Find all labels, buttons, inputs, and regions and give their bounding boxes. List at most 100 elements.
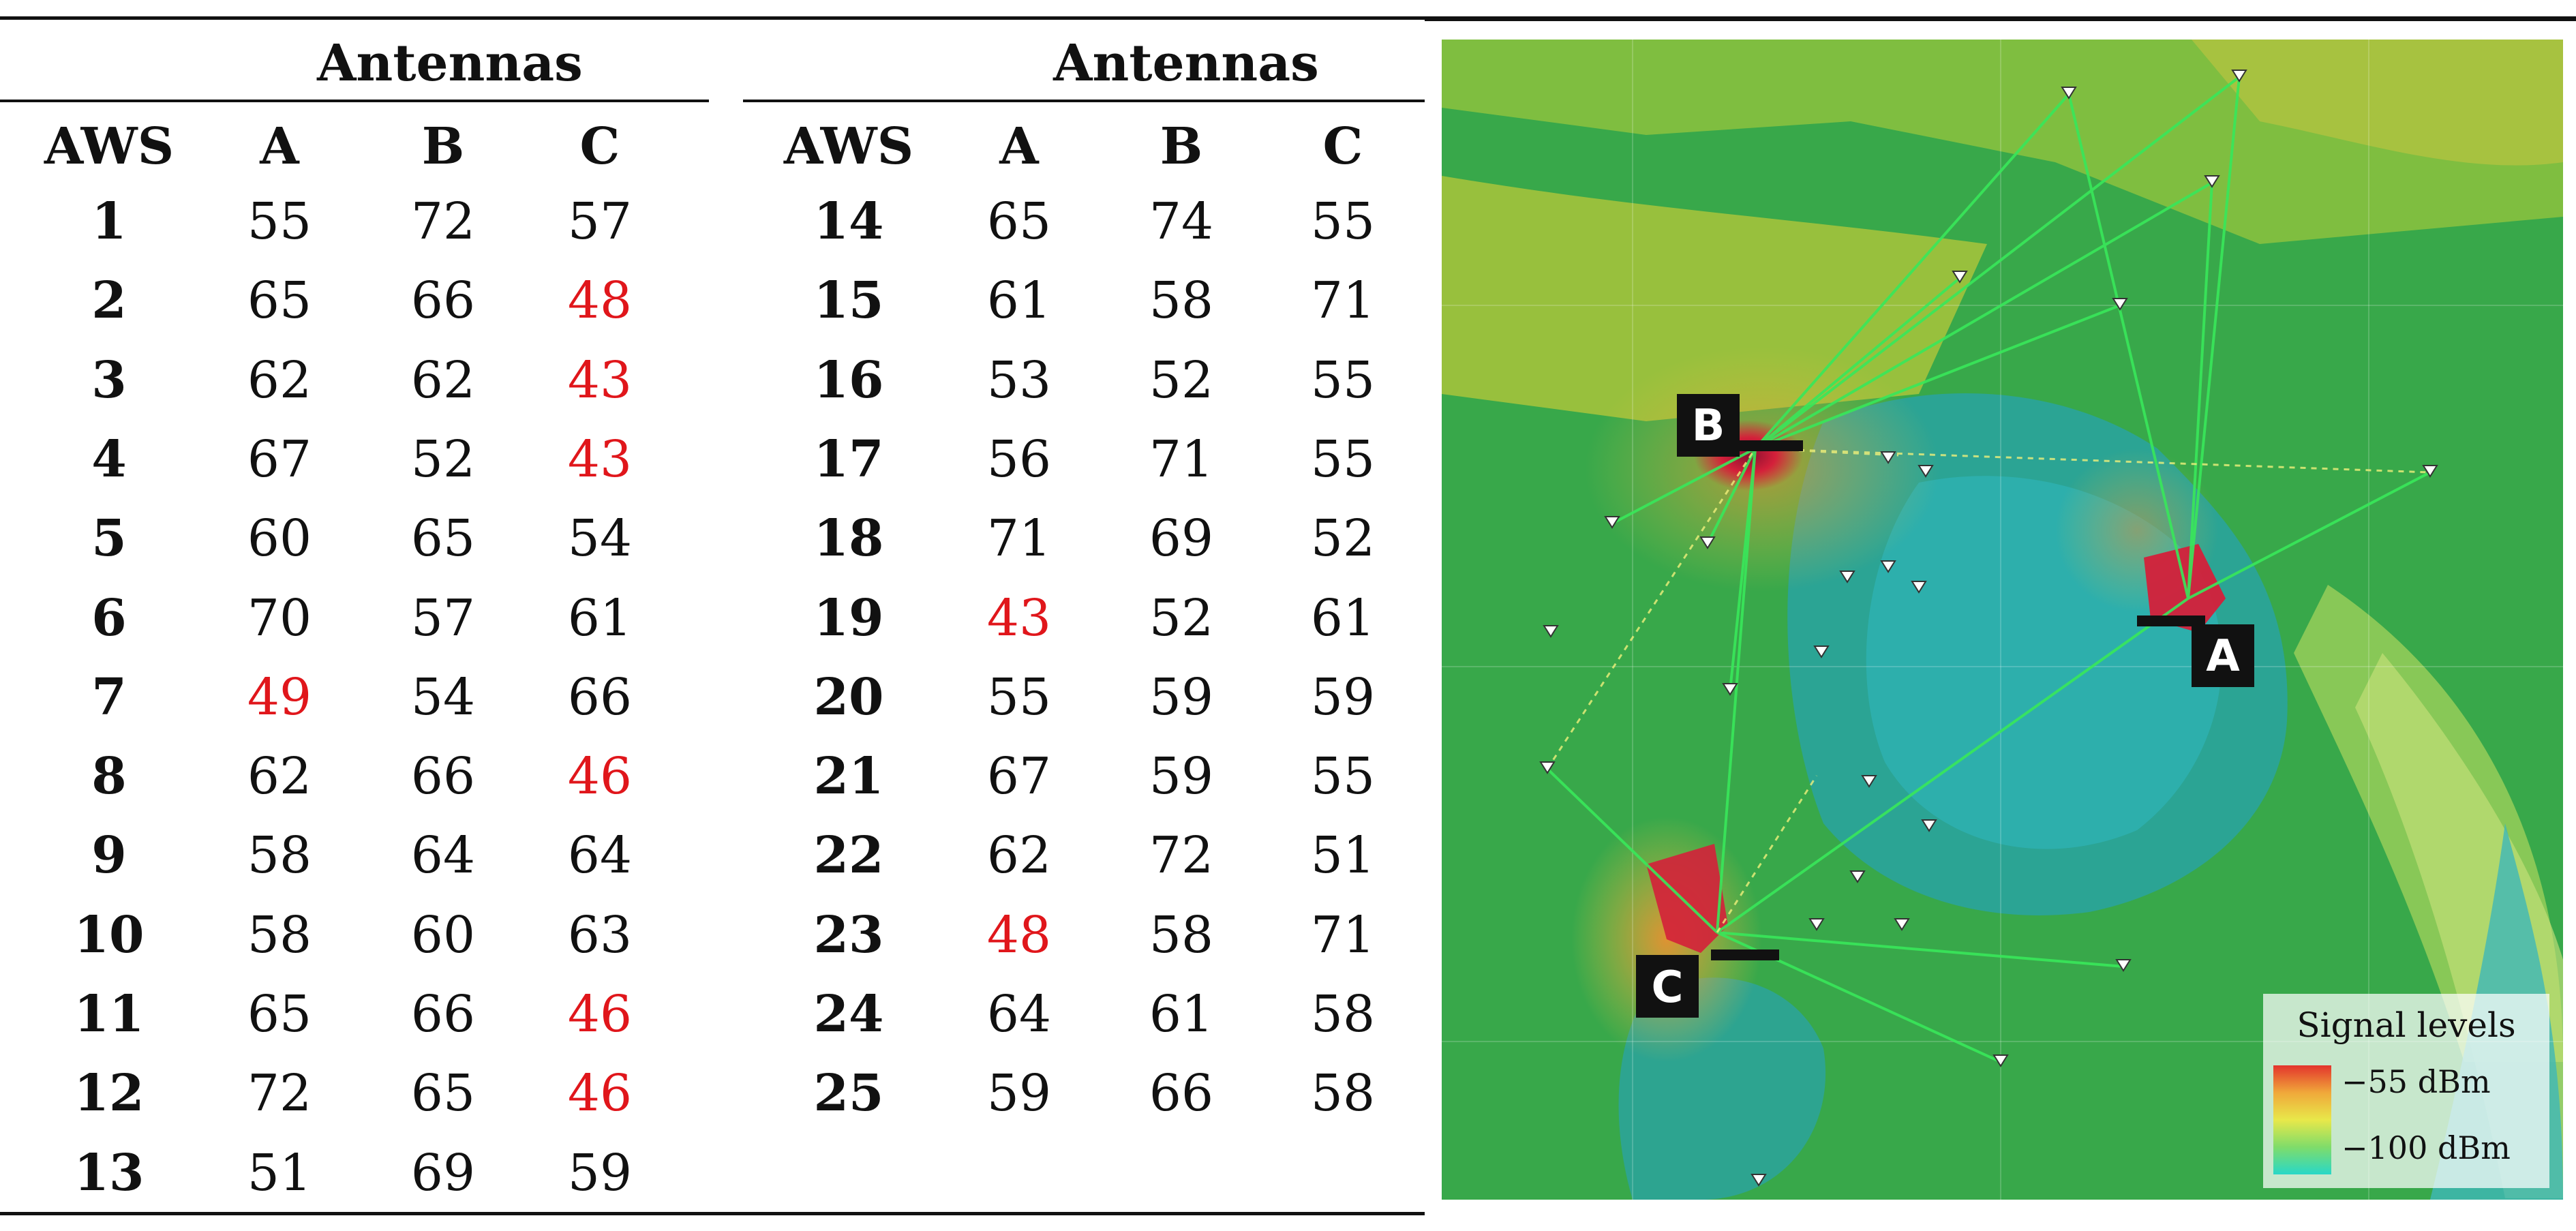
signal-cell-c: 66 [567, 667, 633, 727]
table-top-rule [0, 16, 1425, 20]
antenna-c-label: C [1652, 962, 1684, 1013]
map-top-rule [1425, 16, 2576, 21]
signal-cell-c: 59 [567, 1143, 633, 1202]
signal-cell-b: 71 [1149, 429, 1214, 489]
signal-cell-c: 52 [1310, 509, 1376, 568]
signal-cell-c: 71 [1310, 905, 1376, 964]
column-header-a-left: A [260, 117, 299, 176]
signal-legend: Signal levels −55 dBm −100 dBm [2263, 994, 2549, 1188]
antenna-b-marker: B [1677, 394, 1803, 457]
aws-id-cell: 17 [813, 429, 884, 489]
signal-cell-c: 46 [567, 747, 633, 806]
signal-cell-a: 58 [247, 826, 312, 885]
column-header-c-right: C [1322, 117, 1363, 176]
aws-id-cell: 15 [813, 271, 884, 331]
column-header-c-left: C [579, 117, 620, 176]
signal-cell-a: 61 [986, 271, 1052, 331]
signal-cell-c: 57 [567, 192, 633, 251]
aws-id-cell: 24 [813, 985, 884, 1044]
signal-cell-c: 43 [567, 429, 633, 489]
signal-cell-a: 62 [247, 350, 312, 410]
signal-cell-b: 61 [1149, 985, 1214, 1044]
signal-cell-c: 64 [567, 826, 633, 885]
signal-cell-a: 67 [986, 747, 1052, 806]
aws-station-markers [1539, 70, 2438, 1187]
signal-cell-b: 66 [410, 271, 476, 331]
signal-cell-a: 65 [247, 985, 312, 1044]
signal-cell-b: 52 [410, 429, 476, 489]
signal-cell-b: 65 [410, 509, 476, 568]
aws-id-cell: 14 [813, 192, 884, 251]
signal-cell-b: 59 [1149, 667, 1214, 727]
signal-cell-b: 62 [410, 350, 476, 410]
table-heading-rule-right [743, 100, 1425, 102]
antenna-a-label: A [2206, 631, 2240, 682]
hotspot-antenna-c [1646, 844, 1728, 953]
signal-cell-c: 43 [567, 350, 633, 410]
aws-id-cell: 8 [91, 747, 127, 806]
signal-cell-a: 59 [986, 1064, 1052, 1123]
signal-cell-a: 65 [986, 192, 1052, 251]
signal-cell-a: 55 [247, 192, 312, 251]
signal-cell-c: 51 [1310, 826, 1376, 885]
signal-cell-c: 63 [567, 905, 633, 964]
legend-gradient-bar [2273, 1065, 2331, 1174]
signal-cell-a: 53 [986, 350, 1052, 410]
signal-cell-a: 71 [986, 509, 1052, 568]
table-bottom-rule [0, 1212, 1425, 1215]
signal-cell-c: 58 [1310, 1064, 1376, 1123]
signal-cell-b: 57 [410, 588, 476, 648]
signal-cell-a: 72 [247, 1064, 312, 1123]
signal-cell-a: 62 [986, 826, 1052, 885]
aws-id-cell: 2 [91, 271, 127, 331]
aws-id-cell: 13 [74, 1143, 145, 1202]
aws-id-cell: 19 [813, 588, 884, 648]
signal-cell-a: 49 [247, 667, 312, 727]
signal-cell-c: 48 [567, 271, 633, 331]
signal-cell-c: 71 [1310, 271, 1376, 331]
signal-cell-b: 69 [410, 1143, 476, 1202]
aws-id-cell: 21 [813, 747, 884, 806]
signal-cell-b: 52 [1149, 350, 1214, 410]
signal-cell-b: 74 [1149, 192, 1214, 251]
signal-cell-a: 65 [247, 271, 312, 331]
signal-cell-b: 72 [1149, 826, 1214, 885]
legend-min-label: −100 dBm [2342, 1129, 2511, 1166]
antenna-c-marker: C [1636, 949, 1779, 1018]
antenna-b-label: B [1692, 401, 1725, 451]
signal-cell-c: 55 [1310, 747, 1376, 806]
antenna-a-marker: A [2137, 616, 2254, 687]
signal-cell-c: 55 [1310, 192, 1376, 251]
legend-title: Signal levels [2297, 1005, 2515, 1045]
table-heading-rule-left [0, 100, 709, 102]
signal-cell-a: 58 [247, 905, 312, 964]
group-heading-antennas-left: Antennas [317, 34, 583, 93]
signal-cell-c: 55 [1310, 429, 1376, 489]
aws-id-cell: 11 [74, 985, 145, 1044]
column-header-b-right: B [1160, 117, 1203, 176]
signal-cell-a: 70 [247, 588, 312, 648]
antenna-links [1546, 76, 2431, 1063]
signal-cell-c: 46 [567, 1064, 633, 1123]
signal-cell-c: 55 [1310, 350, 1376, 410]
signal-cell-c: 46 [567, 985, 633, 1044]
signal-cell-b: 69 [1149, 509, 1214, 568]
signal-cell-c: 61 [567, 588, 633, 648]
column-header-b-left: B [421, 117, 465, 176]
signal-cell-b: 66 [410, 747, 476, 806]
aws-id-cell: 1 [91, 192, 127, 251]
legend-max-label: −55 dBm [2342, 1063, 2491, 1100]
signal-cell-b: 58 [1149, 905, 1214, 964]
signal-cell-c: 58 [1310, 985, 1376, 1044]
signal-cell-b: 66 [410, 985, 476, 1044]
signal-cell-b: 58 [1149, 271, 1214, 331]
aws-id-cell: 4 [91, 429, 127, 489]
signal-cell-b: 64 [410, 826, 476, 885]
signal-cell-b: 54 [410, 667, 476, 727]
aws-id-cell: 25 [813, 1064, 884, 1123]
signal-cell-a: 67 [247, 429, 312, 489]
signal-cell-a: 60 [247, 509, 312, 568]
aws-id-cell: 3 [91, 350, 127, 410]
signal-cell-a: 48 [986, 905, 1052, 964]
signal-coverage-map: B A C Signal levels −55 dBm −100 dBm [1442, 40, 2563, 1200]
